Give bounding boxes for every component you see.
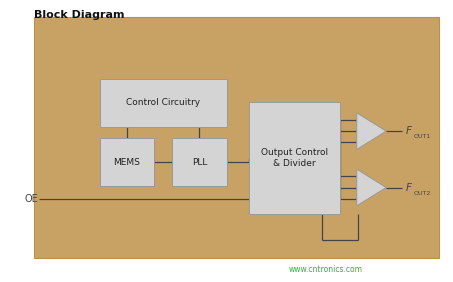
Bar — [249, 102, 340, 214]
Bar — [100, 138, 154, 186]
Text: OUT2: OUT2 — [414, 191, 431, 196]
Text: F: F — [405, 126, 411, 136]
Bar — [34, 17, 439, 258]
Text: OUT1: OUT1 — [414, 134, 431, 139]
Polygon shape — [357, 169, 386, 206]
Bar — [100, 79, 226, 127]
Polygon shape — [357, 113, 386, 149]
Text: Output Control
& Divider: Output Control & Divider — [261, 148, 328, 168]
Text: OE: OE — [25, 194, 39, 204]
Text: PLL: PLL — [192, 158, 207, 167]
Text: Control Circuitry: Control Circuitry — [126, 98, 200, 107]
Text: www.cntronics.com: www.cntronics.com — [289, 265, 363, 274]
Text: F: F — [405, 182, 411, 193]
Text: MEMS: MEMS — [113, 158, 140, 167]
Bar — [172, 138, 226, 186]
Text: Block Diagram: Block Diagram — [34, 10, 125, 20]
